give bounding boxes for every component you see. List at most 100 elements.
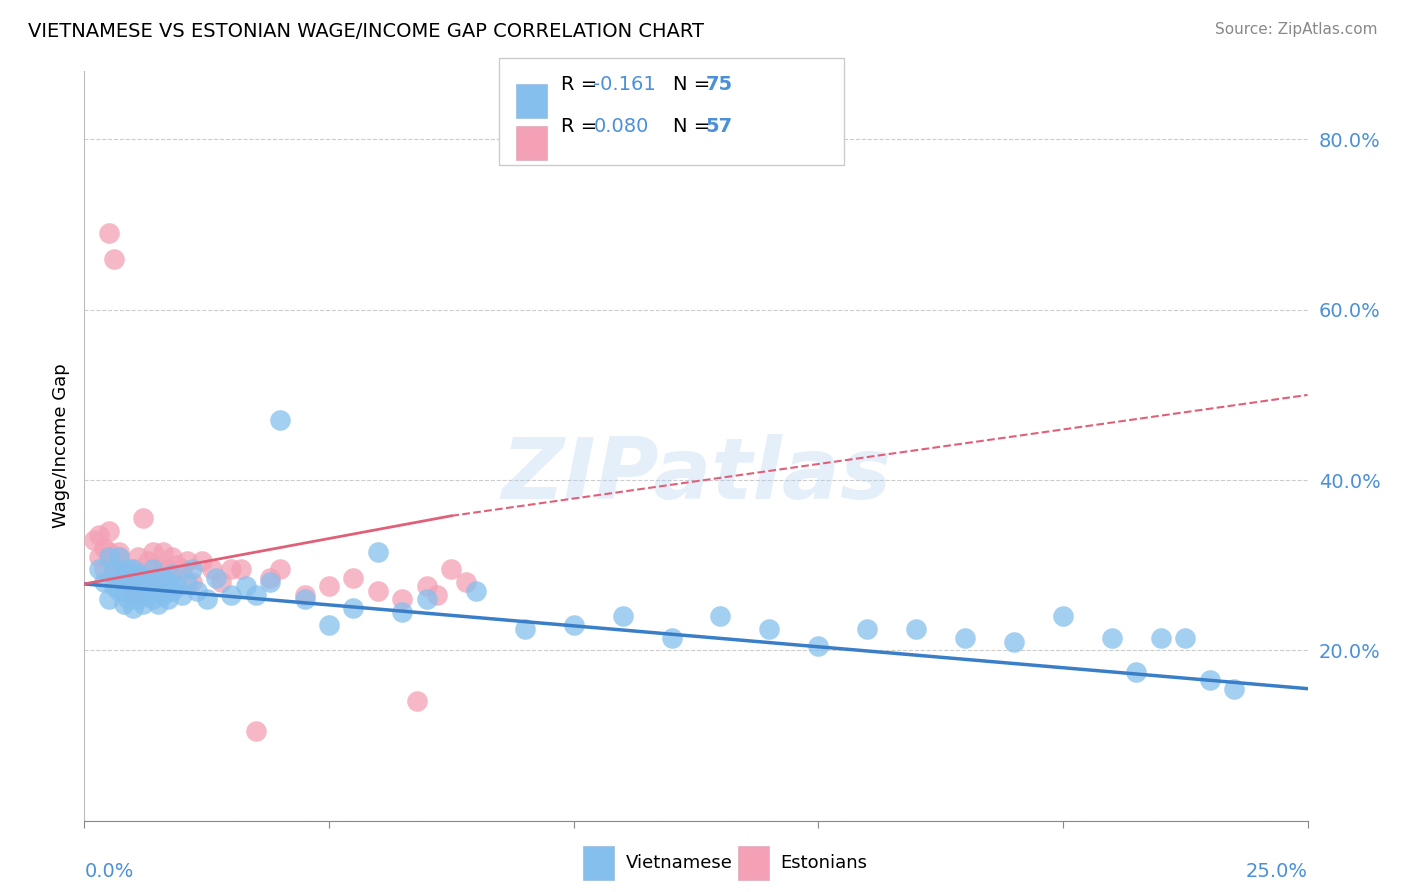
Point xyxy=(235,580,257,594)
Point xyxy=(367,583,389,598)
Y-axis label: Wage/Income Gap: Wage/Income Gap xyxy=(52,364,70,528)
Point xyxy=(191,554,214,568)
Point xyxy=(269,413,291,427)
Point xyxy=(127,592,149,607)
Point xyxy=(136,554,159,568)
Point xyxy=(152,545,174,559)
Point xyxy=(562,617,585,632)
Point xyxy=(166,558,188,573)
Point xyxy=(953,631,976,645)
Point xyxy=(152,571,174,585)
Text: N =: N = xyxy=(673,117,717,136)
Point xyxy=(83,533,105,547)
Text: 75: 75 xyxy=(706,75,733,95)
Point xyxy=(146,571,169,585)
Point xyxy=(127,580,149,594)
Point xyxy=(107,566,129,581)
Text: Vietnamese: Vietnamese xyxy=(626,855,733,872)
Point xyxy=(1052,609,1074,624)
Point xyxy=(181,575,204,590)
Point xyxy=(132,597,155,611)
Point xyxy=(107,545,129,559)
Point xyxy=(1150,631,1173,645)
Point xyxy=(162,583,184,598)
Point xyxy=(136,575,159,590)
Point xyxy=(107,549,129,564)
Point xyxy=(87,528,110,542)
Point xyxy=(186,583,208,598)
Point xyxy=(117,580,139,594)
Point xyxy=(103,562,125,576)
Point xyxy=(103,252,125,266)
Point xyxy=(1198,673,1220,688)
Point xyxy=(103,580,125,594)
Point xyxy=(112,575,135,590)
Point xyxy=(87,562,110,576)
Point xyxy=(406,694,429,708)
Point xyxy=(416,580,439,594)
Point xyxy=(122,571,145,585)
Point xyxy=(122,588,145,602)
Point xyxy=(136,575,159,590)
Point xyxy=(709,609,731,624)
Point xyxy=(117,562,139,576)
Point xyxy=(318,617,340,632)
Point xyxy=(269,562,291,576)
Point xyxy=(97,545,120,559)
Text: Source: ZipAtlas.com: Source: ZipAtlas.com xyxy=(1215,22,1378,37)
Point xyxy=(1174,631,1197,645)
Point xyxy=(97,524,120,538)
Point xyxy=(1223,681,1246,696)
Point xyxy=(112,597,135,611)
Point xyxy=(122,575,145,590)
Point xyxy=(97,226,120,240)
Point xyxy=(807,639,830,653)
Point xyxy=(259,571,281,585)
Point xyxy=(142,580,165,594)
Point xyxy=(142,562,165,576)
Point xyxy=(93,562,115,576)
Point xyxy=(166,580,188,594)
Point xyxy=(195,592,218,607)
Point xyxy=(107,562,129,576)
Point xyxy=(318,580,340,594)
Point xyxy=(152,588,174,602)
Point xyxy=(454,575,477,590)
Point xyxy=(294,588,316,602)
Point xyxy=(112,583,135,598)
Point xyxy=(367,545,389,559)
Point xyxy=(758,622,780,636)
Point xyxy=(112,566,135,581)
Point xyxy=(245,724,267,739)
Point xyxy=(93,541,115,556)
Point xyxy=(440,562,463,576)
Text: Estonians: Estonians xyxy=(780,855,868,872)
Point xyxy=(162,566,184,581)
Point xyxy=(127,549,149,564)
Text: 0.0%: 0.0% xyxy=(84,862,134,881)
Point xyxy=(103,554,125,568)
Point xyxy=(117,566,139,581)
Point xyxy=(856,622,879,636)
Point xyxy=(136,588,159,602)
Point xyxy=(426,588,449,602)
Point xyxy=(612,609,634,624)
Point xyxy=(103,566,125,581)
Point xyxy=(107,549,129,564)
Point xyxy=(93,575,115,590)
Point xyxy=(205,571,228,585)
Point xyxy=(229,562,252,576)
Point xyxy=(172,588,194,602)
Point xyxy=(661,631,683,645)
Point xyxy=(245,588,267,602)
Text: VIETNAMESE VS ESTONIAN WAGE/INCOME GAP CORRELATION CHART: VIETNAMESE VS ESTONIAN WAGE/INCOME GAP C… xyxy=(28,22,704,41)
Point xyxy=(513,622,536,636)
Point xyxy=(127,580,149,594)
Text: 25.0%: 25.0% xyxy=(1246,862,1308,881)
Point xyxy=(905,622,928,636)
Point xyxy=(122,600,145,615)
Point xyxy=(209,575,232,590)
Point xyxy=(181,562,204,576)
Point xyxy=(117,575,139,590)
Text: 57: 57 xyxy=(706,117,733,136)
